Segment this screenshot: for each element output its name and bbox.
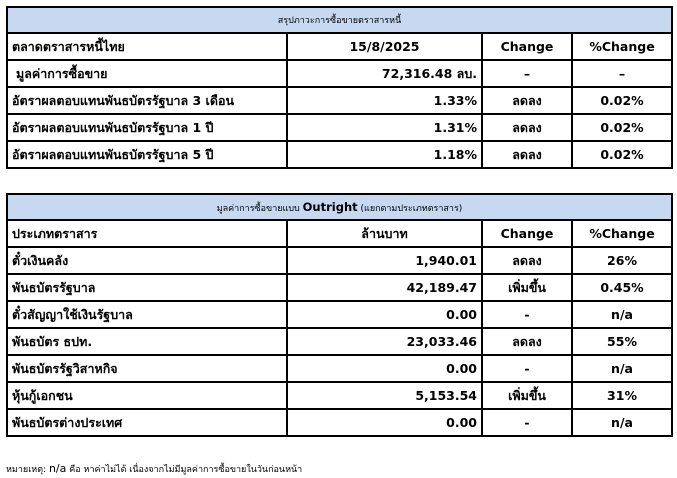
row-label: อัตราผลตอบแทนพันธบัตรรัฐบาล 5 ปี	[6, 140, 288, 169]
outright-title-suffix: (แยกตามประเภทตราสาร)	[357, 203, 463, 214]
row-change: เพิ่มขึ้น	[481, 273, 573, 302]
row-value: 1.18%	[286, 140, 483, 169]
footnote-prefix: หมายเหตุ:	[6, 465, 49, 475]
row-label: พันธบัตรรัฐวิสาหกิจ	[6, 354, 288, 383]
table-row: พันธบัตรต่างประเทศ 0.00 - n/a	[6, 408, 674, 437]
summary-col-pct: %Change	[570, 32, 674, 61]
outright-title-prefix: มูลค่าการซื้อขายแบบ	[216, 203, 303, 214]
row-change: -	[481, 408, 573, 437]
row-change: -	[481, 300, 573, 329]
table-row: พันธบัตรรัฐวิสาหกิจ 0.00 - n/a	[6, 354, 674, 383]
row-pct: n/a	[570, 354, 674, 383]
row-change: ลดลง	[481, 140, 573, 169]
outright-col-pct: %Change	[570, 219, 674, 248]
summary-col-change: Change	[481, 32, 573, 61]
row-change: ลดลง	[481, 246, 573, 275]
row-value: 0.00	[286, 354, 483, 383]
row-label: หุ้นกู้เอกชน	[6, 381, 288, 410]
row-value: 23,033.46	[286, 327, 483, 356]
row-pct: –	[570, 59, 674, 88]
row-label: พันธบัตรรัฐบาล	[6, 273, 288, 302]
row-change: ลดลง	[481, 327, 573, 356]
summary-col-market: ตลาดตราสารหนี้ไทย	[6, 32, 288, 61]
table-row: พันธบัตรรัฐบาล 42,189.47 เพิ่มขึ้น 0.45%	[6, 273, 674, 302]
summary-col-date: 15/8/2025	[286, 32, 483, 61]
row-label: มูลค่าการซื้อขาย	[6, 59, 288, 88]
row-pct: 55%	[570, 327, 674, 356]
footnote-na: n/a	[48, 462, 67, 475]
row-change: เพิ่มขึ้น	[481, 381, 573, 410]
summary-title: สรุปภาวะการซื้อขายตราสารหนี้	[5, 6, 674, 34]
footnote-text: คือ หาค่าไม่ได้ เนื่องจากไม่มีมูลค่าการซ…	[66, 465, 303, 475]
row-label: อัตราผลตอบแทนพันธบัตรรัฐบาล 1 ปี	[6, 113, 288, 142]
row-pct: 0.45%	[570, 273, 674, 302]
market-summary-table: สรุปภาวะการซื้อขายตราสารหนี้ ตลาดตราสารห…	[5, 6, 674, 169]
row-value: 1.33%	[286, 86, 483, 115]
outright-col-change: Change	[481, 219, 573, 248]
row-value: 5,153.54	[286, 381, 483, 410]
row-label: ตั๋วเงินคลัง	[6, 246, 288, 275]
outright-title: มูลค่าการซื้อขายแบบ Outright (แยกตามประเ…	[5, 193, 674, 221]
row-change: -	[481, 354, 573, 383]
row-value: 0.00	[286, 408, 483, 437]
row-pct: n/a	[570, 300, 674, 329]
row-value: 42,189.47	[286, 273, 483, 302]
row-label: พันธบัตร ธปท.	[6, 327, 288, 356]
outright-col-value: ล้านบาท	[286, 219, 483, 248]
row-value: 1,940.01	[286, 246, 483, 275]
row-value: 0.00	[286, 300, 483, 329]
table-row: พันธบัตร ธปท. 23,033.46 ลดลง 55%	[6, 327, 674, 356]
row-pct: 0.02%	[570, 86, 674, 115]
outright-title-en: Outright	[302, 199, 358, 214]
table-row: อัตราผลตอบแทนพันธบัตรรัฐบาล 5 ปี 1.18% ล…	[6, 140, 674, 169]
table-row: ตั๋วเงินคลัง 1,940.01 ลดลง 26%	[6, 246, 674, 275]
table-row: ตั๋วสัญญาใช้เงินรัฐบาล 0.00 - n/a	[6, 300, 674, 329]
row-pct: 0.02%	[570, 113, 674, 142]
row-change: ลดลง	[481, 113, 573, 142]
footnote: หมายเหตุ: n/a คือ หาค่าไม่ได้ เนื่องจากไ…	[6, 462, 302, 476]
row-pct: 26%	[570, 246, 674, 275]
row-pct: 0.02%	[570, 140, 674, 169]
table-row: มูลค่าการซื้อขาย 72,316.48 ลบ. – –	[6, 59, 674, 88]
row-change: –	[481, 59, 573, 88]
outright-col-type: ประเภทตราสาร	[6, 219, 288, 248]
row-change: ลดลง	[481, 86, 573, 115]
row-pct: 31%	[570, 381, 674, 410]
row-pct: n/a	[570, 408, 674, 437]
row-value: 72,316.48 ลบ.	[286, 59, 483, 88]
table-row: หุ้นกู้เอกชน 5,153.54 เพิ่มขึ้น 31%	[6, 381, 674, 410]
row-label: ตั๋วสัญญาใช้เงินรัฐบาล	[6, 300, 288, 329]
table-row: อัตราผลตอบแทนพันธบัตรรัฐบาล 1 ปี 1.31% ล…	[6, 113, 674, 142]
outright-table: มูลค่าการซื้อขายแบบ Outright (แยกตามประเ…	[5, 193, 674, 437]
row-value: 1.31%	[286, 113, 483, 142]
row-label: พันธบัตรต่างประเทศ	[6, 408, 288, 437]
table-row: อัตราผลตอบแทนพันธบัตรรัฐบาล 3 เดือน 1.33…	[6, 86, 674, 115]
row-label: อัตราผลตอบแทนพันธบัตรรัฐบาล 3 เดือน	[6, 86, 288, 115]
